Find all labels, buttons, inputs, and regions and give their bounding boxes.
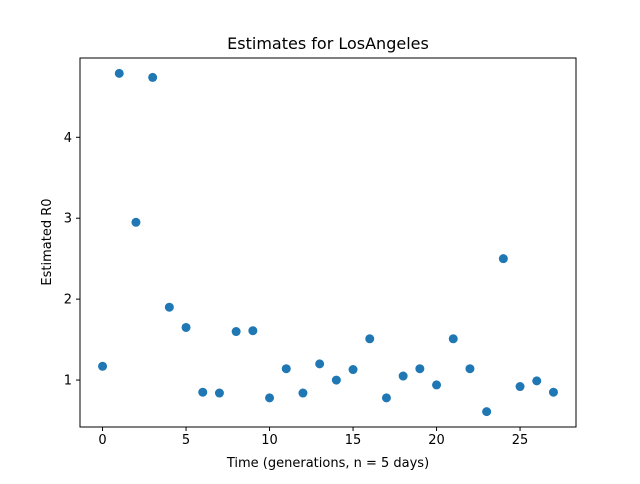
- y-axis-label: Estimated R0: [40, 198, 55, 285]
- y-tick-label: 1: [64, 374, 72, 389]
- x-tick-label: 10: [261, 433, 278, 448]
- x-axis-ticks: 0 5 10 15 20 25: [98, 427, 528, 448]
- y-axis-ticks: 1 2 3 4: [64, 131, 80, 389]
- data-points-layer: [98, 68, 558, 417]
- x-tick-label: 15: [345, 433, 362, 448]
- data-point: [265, 393, 275, 403]
- data-point: [148, 72, 158, 82]
- data-point: [331, 375, 341, 385]
- data-point: [548, 387, 558, 397]
- data-point: [198, 387, 208, 397]
- data-point: [281, 364, 291, 374]
- data-point: [498, 254, 508, 264]
- data-point: [98, 361, 108, 371]
- data-point: [448, 334, 458, 344]
- data-point: [298, 388, 308, 398]
- x-tick-label: 25: [512, 433, 529, 448]
- data-point: [515, 382, 525, 392]
- data-point: [114, 68, 124, 78]
- data-point: [164, 302, 174, 312]
- data-point: [248, 326, 258, 336]
- data-point: [181, 322, 191, 332]
- x-tick-label: 5: [182, 433, 190, 448]
- data-point: [231, 327, 241, 337]
- data-point: [415, 364, 425, 374]
- data-point: [482, 407, 492, 417]
- x-axis-label: Time (generations, n = 5 days): [226, 456, 429, 471]
- y-tick-label: 4: [64, 131, 72, 146]
- data-point: [214, 388, 224, 398]
- plot-frame: [79, 57, 577, 428]
- data-point: [532, 376, 542, 386]
- y-tick-label: 3: [64, 212, 72, 227]
- data-point: [348, 365, 358, 375]
- data-point: [381, 393, 391, 403]
- chart-title: Estimates for LosAngeles: [227, 34, 429, 53]
- data-point: [398, 371, 408, 381]
- x-tick-label: 20: [428, 433, 445, 448]
- data-point: [315, 359, 325, 369]
- data-point: [365, 334, 375, 344]
- x-tick-label: 0: [98, 433, 106, 448]
- y-tick-label: 2: [64, 293, 72, 308]
- data-point: [432, 380, 442, 390]
- data-point: [465, 364, 475, 374]
- data-point: [131, 217, 141, 227]
